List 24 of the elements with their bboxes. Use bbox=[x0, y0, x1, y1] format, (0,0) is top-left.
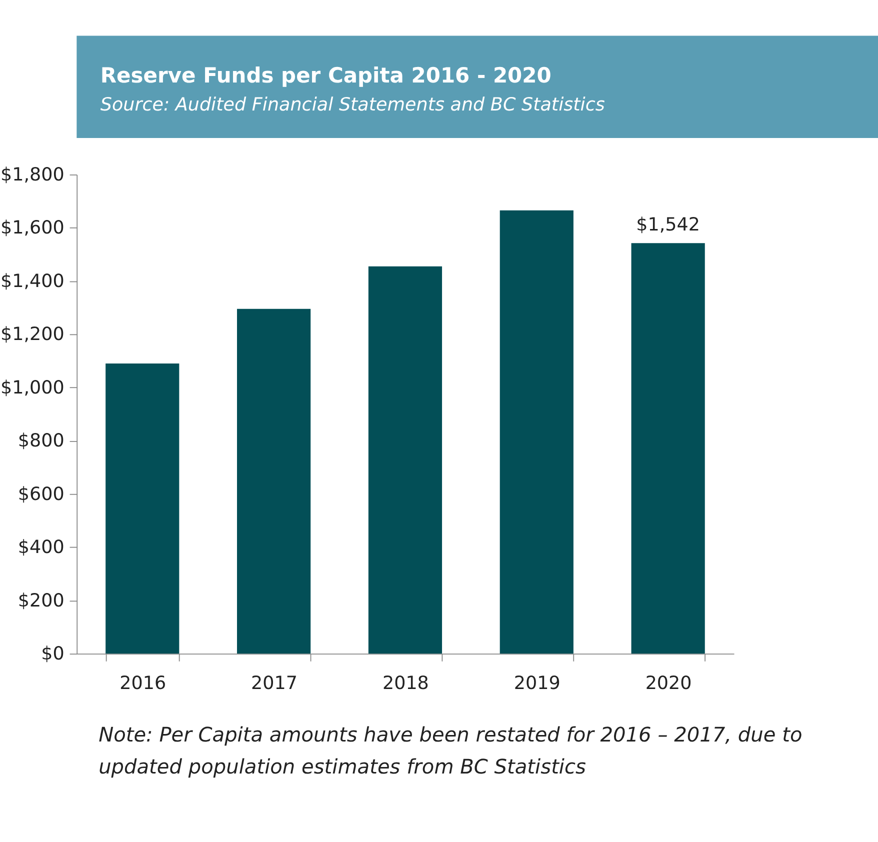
y-tick-label: $1,800 bbox=[0, 164, 64, 186]
x-tick-label: 2018 bbox=[382, 672, 429, 694]
chart-title: Reserve Funds per Capita 2016 - 2020 bbox=[100, 63, 552, 88]
bar bbox=[106, 363, 180, 654]
y-tick-label: $600 bbox=[18, 484, 64, 505]
y-tick-label: $1,400 bbox=[0, 270, 64, 292]
x-tick-label: 2016 bbox=[120, 672, 166, 694]
y-tick-label: $0 bbox=[41, 644, 64, 665]
y-tick-label: $1,200 bbox=[0, 324, 64, 346]
text: Note: Per Capita amounts have been restated for 2016 – 2017, due to updated population estimates from BC Statistics bbox=[98, 722, 802, 779]
y-tick-label: $800 bbox=[18, 430, 64, 452]
bar bbox=[368, 266, 442, 654]
x-tick-label: 2017 bbox=[251, 672, 298, 694]
chart-subtitle: Source: Audited Financial Statements and BC Statistics bbox=[100, 94, 606, 116]
bar bbox=[237, 308, 311, 654]
bar bbox=[500, 210, 574, 654]
x-tick-label: 2019 bbox=[514, 672, 560, 694]
bar bbox=[631, 243, 705, 654]
y-tick-label: $200 bbox=[18, 590, 64, 612]
y-tick-label: $1,000 bbox=[0, 377, 64, 398]
y-tick-label: $400 bbox=[18, 537, 64, 558]
data-label: $1,542 bbox=[636, 214, 700, 236]
x-tick-label: 2020 bbox=[645, 672, 692, 694]
y-tick-label: $1,600 bbox=[0, 218, 64, 239]
